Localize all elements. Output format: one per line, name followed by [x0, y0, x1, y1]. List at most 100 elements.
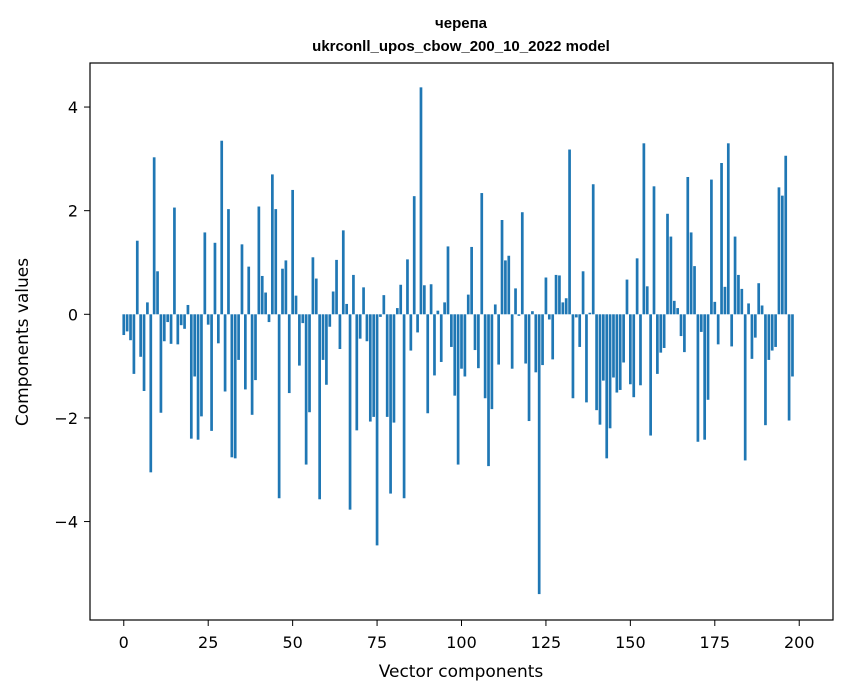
bar-112: [500, 220, 504, 315]
bar-138: [588, 312, 592, 315]
bars-group: [122, 87, 794, 595]
bar-175: [713, 301, 717, 315]
bar-159: [659, 314, 663, 353]
bar-23: [200, 314, 203, 417]
bar-86: [412, 196, 416, 315]
bar-25: [206, 314, 210, 325]
bar-92: [433, 314, 436, 376]
bar-49: [287, 314, 291, 394]
bar-97: [450, 314, 453, 347]
bar-189: [760, 305, 764, 315]
bar-126: [547, 314, 551, 320]
bar-96: [446, 246, 450, 315]
bar-93: [436, 310, 440, 315]
bar-169: [693, 266, 696, 315]
bar-147: [618, 314, 622, 390]
bar-17: [179, 314, 183, 326]
bar-155: [645, 286, 649, 315]
bar-113: [504, 260, 507, 315]
bar-61: [328, 314, 332, 327]
y-tick-label: 4: [68, 98, 78, 117]
bar-172: [703, 314, 707, 440]
bar-131: [564, 298, 568, 315]
bar-39: [254, 314, 257, 381]
bar-82: [399, 284, 403, 315]
bar-127: [551, 314, 555, 360]
bar-66: [345, 303, 349, 315]
bar-27: [213, 242, 217, 315]
bar-87: [416, 314, 419, 333]
bar-181: [733, 236, 737, 315]
bar-193: [774, 314, 777, 347]
bar-70: [358, 314, 362, 339]
bar-69: [355, 314, 359, 431]
bar-148: [622, 314, 625, 363]
bar-154: [642, 143, 646, 315]
bar-176: [716, 314, 720, 345]
bar-12: [162, 314, 166, 342]
bar-67: [348, 314, 352, 510]
bar-6: [142, 314, 146, 391]
bar-28: [216, 314, 220, 344]
bar-152: [635, 258, 639, 315]
bar-186: [750, 314, 754, 359]
bar-122: [534, 314, 538, 373]
x-tick-label: 175: [700, 633, 731, 652]
bar-99: [456, 314, 460, 465]
x-tick-label: 50: [282, 633, 302, 652]
bar-134: [574, 314, 578, 318]
bar-174: [710, 179, 713, 315]
bar-3: [132, 314, 136, 374]
x-axis-ticks: 0 25 50 75 100 125 150 175 200: [119, 620, 815, 652]
bar-77: [382, 295, 386, 315]
y-tick-label: 0: [68, 305, 78, 324]
y-tick-label: 2: [68, 202, 78, 221]
y-axis-ticks: −4 −2 0 2 4: [54, 98, 90, 532]
bar-31: [227, 209, 230, 315]
bar-130: [561, 302, 565, 315]
bar-55: [308, 314, 311, 413]
bar-108: [487, 314, 490, 467]
chart-title-line-1: черепа: [435, 15, 488, 32]
bar-4: [135, 240, 139, 315]
bar-104: [473, 314, 477, 351]
bar-38: [250, 314, 254, 415]
bar-56: [311, 257, 315, 315]
bar-168: [689, 232, 693, 315]
bar-194: [777, 187, 781, 315]
x-tick-label: 125: [531, 633, 562, 652]
bar-197: [787, 314, 791, 421]
bar-34: [237, 314, 240, 360]
bar-42: [264, 292, 267, 315]
bar-11: [159, 314, 163, 413]
bar-15: [173, 207, 176, 315]
bar-106: [480, 193, 484, 315]
bar-125: [544, 277, 548, 315]
bar-109: [490, 314, 494, 410]
bar-102: [466, 294, 470, 315]
bar-166: [683, 314, 686, 353]
bar-1: [125, 314, 129, 332]
x-tick-label: 150: [615, 633, 646, 652]
bar-114: [507, 255, 511, 315]
bar-5: [139, 314, 143, 357]
bar-185: [747, 303, 750, 315]
bar-30: [223, 314, 227, 392]
bar-129: [558, 275, 561, 315]
bar-57: [314, 278, 318, 315]
bar-0: [122, 314, 126, 336]
bar-60: [325, 314, 328, 385]
bar-16: [176, 314, 180, 345]
bar-81: [395, 308, 399, 315]
bar-170: [696, 314, 700, 442]
bar-53: [301, 314, 305, 324]
bar-120: [527, 314, 531, 422]
bar-111: [497, 314, 500, 365]
x-tick-label: 25: [198, 633, 218, 652]
bar-183: [740, 288, 744, 315]
bar-198: [791, 314, 794, 377]
bar-64: [338, 314, 342, 350]
bar-151: [632, 314, 636, 398]
bar-94: [439, 314, 443, 362]
